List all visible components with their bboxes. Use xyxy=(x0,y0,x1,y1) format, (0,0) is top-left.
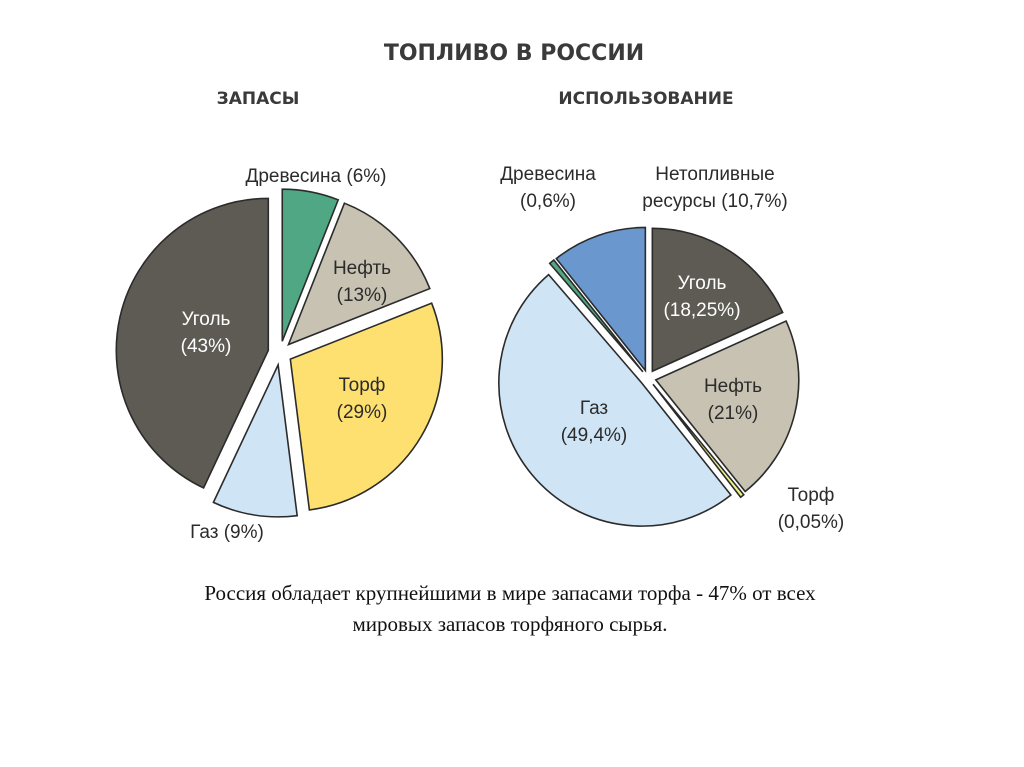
reserves-slice-gas xyxy=(212,362,299,518)
reserves-label-gas: Газ (9%) xyxy=(190,522,264,543)
usage-slice-peat xyxy=(652,383,745,499)
caption: Россия обладает крупнейшими в мире запас… xyxy=(80,578,940,640)
reserves-slice-oil xyxy=(287,202,431,346)
reserves-label-coal: Уголь (43%) xyxy=(181,309,232,357)
usage-label-peat: Торф (0,05%) xyxy=(778,485,845,533)
usage-slice-coal xyxy=(651,227,784,373)
reserves-chart-title: ЗАПАСЫ xyxy=(217,89,300,109)
usage-label-non-fuel-resources: Нетопливные ресурсы (10,7%) xyxy=(642,164,787,212)
usage-label-oil: Нефть (21%) xyxy=(704,376,762,424)
usage-label-wood: Древесина (0,6%) xyxy=(500,164,596,212)
usage-label-coal: Уголь (18,25%) xyxy=(663,273,740,321)
chart-main-title: ТОПЛИВО В РОССИИ xyxy=(384,41,644,66)
usage-slice-non-fuel-resources xyxy=(555,226,647,373)
usage-slice-gas xyxy=(498,273,733,527)
usage-slice-wood xyxy=(548,258,644,373)
usage-chart-title: ИСПОЛЬЗОВАНИЕ xyxy=(558,89,733,109)
reserves-label-oil: Нефть (13%) xyxy=(333,258,391,306)
reserves-slice-peat xyxy=(289,302,444,511)
reserves-label-wood: Древесина (6%) xyxy=(245,166,386,187)
reserves-label-peat: Торф (29%) xyxy=(337,375,388,423)
reserves-slice-coal xyxy=(115,197,270,489)
caption-line-1: Россия обладает крупнейшими в мире запас… xyxy=(204,581,816,605)
caption-line-2: мировых запасов торфяного сырья. xyxy=(352,612,668,636)
reserves-slice-wood xyxy=(281,188,340,342)
usage-label-gas: Газ (49,4%) xyxy=(561,398,628,446)
usage-slice-oil xyxy=(654,319,800,493)
